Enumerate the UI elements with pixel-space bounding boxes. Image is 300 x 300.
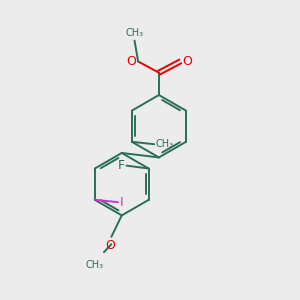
Text: O: O: [126, 55, 136, 68]
Text: CH₃: CH₃: [125, 28, 144, 38]
Text: F: F: [118, 159, 125, 172]
Text: I: I: [120, 196, 123, 209]
Text: O: O: [105, 239, 115, 252]
Text: O: O: [183, 55, 193, 68]
Text: CH₃: CH₃: [156, 139, 174, 149]
Text: CH₃: CH₃: [86, 260, 104, 270]
